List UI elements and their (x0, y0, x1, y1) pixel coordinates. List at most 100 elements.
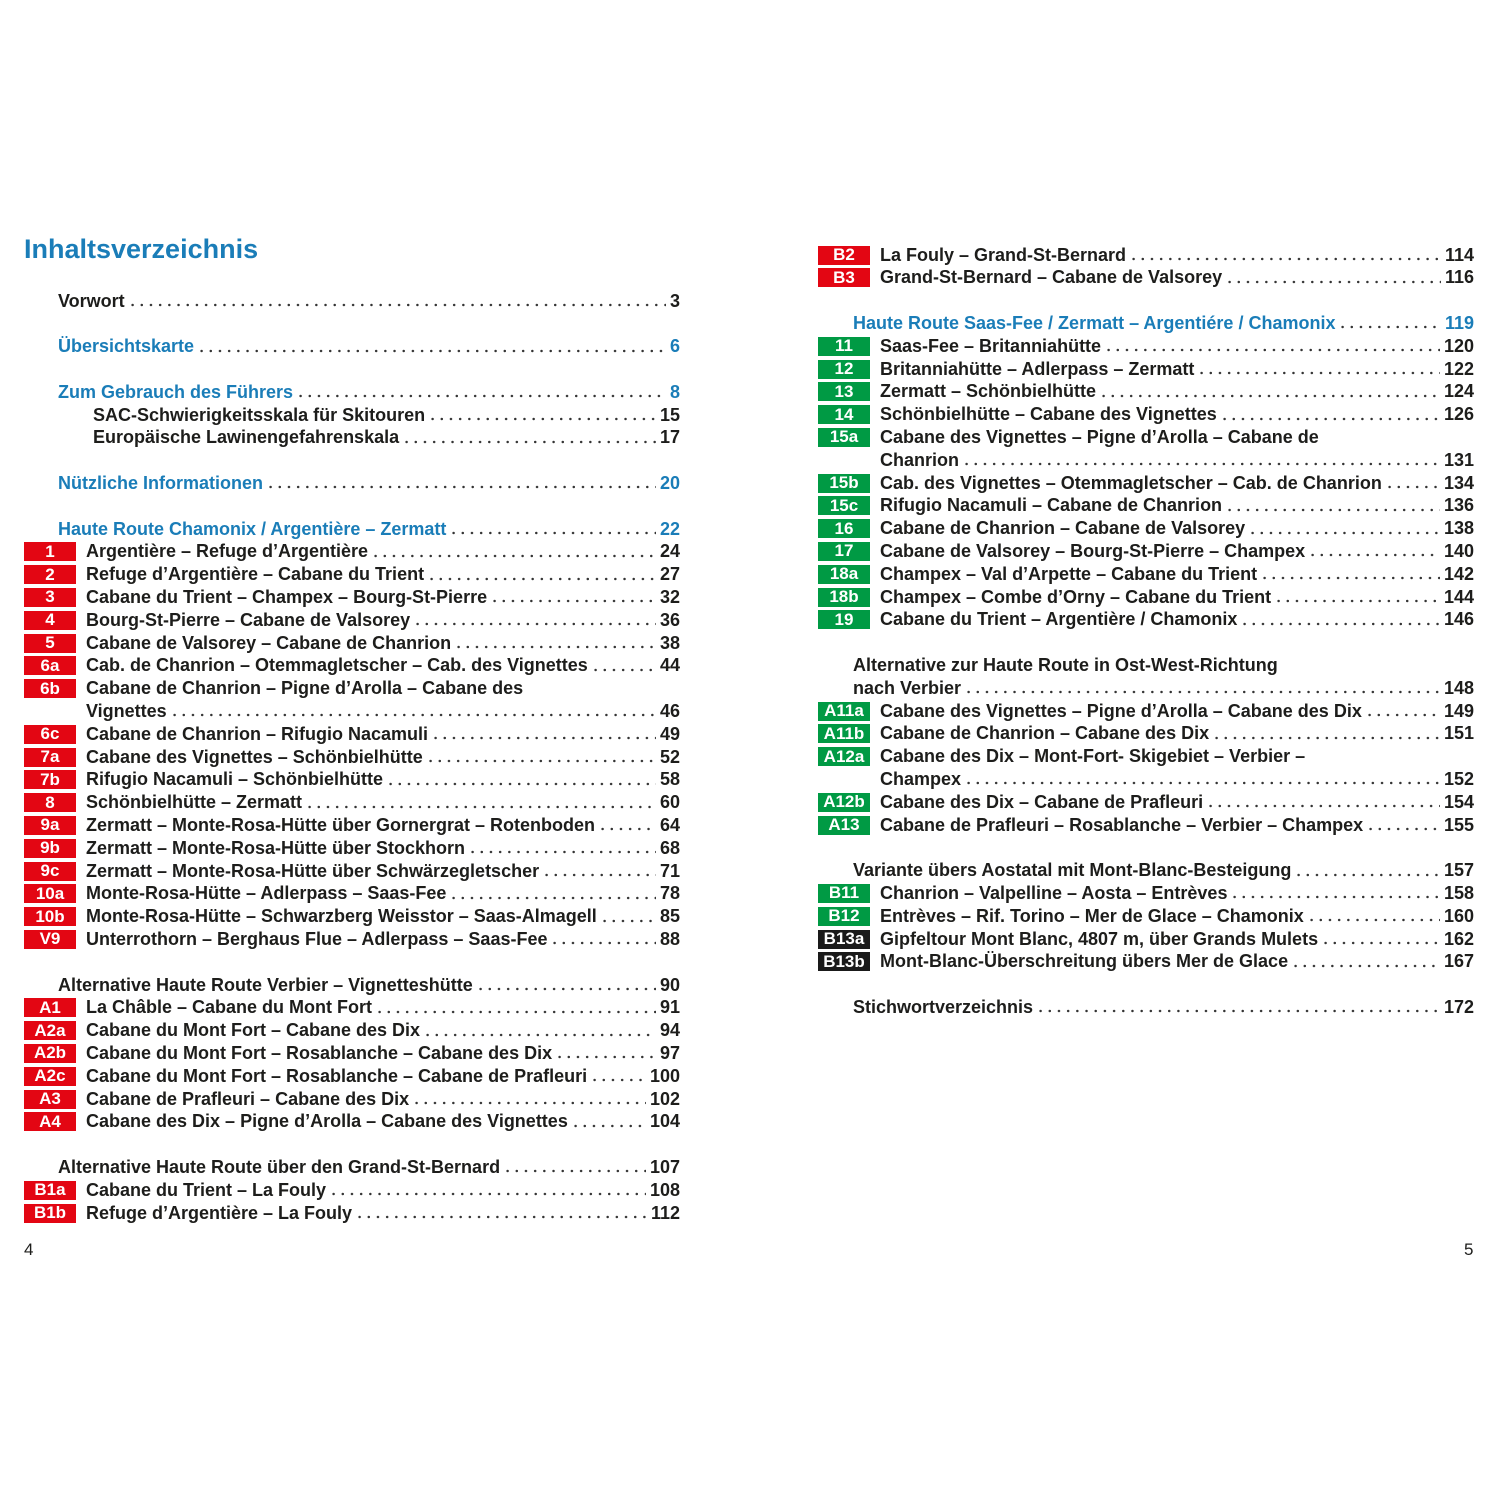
entry-title: Cabane du Mont Fort – Rosablanche – Caba… (86, 1042, 553, 1063)
entry-title: Cabane du Trient – Argentière / Chamonix (880, 609, 1238, 630)
entry-title: Cabane de Prafleuri – Cabane des Dix (86, 1088, 410, 1109)
toc-entry: Cabane des Dix – Cabane de Prafleuri 154 (880, 791, 1474, 813)
entry-title: Cab. de Chanrion – Otemmagletscher – Cab… (86, 655, 588, 676)
entry-title: Cabane du Trient – Champex – Bourg-St-Pi… (86, 586, 488, 607)
page-number: 4 (24, 1240, 34, 1259)
entry-page: 154 (1443, 791, 1474, 812)
entry-page: 46 (659, 700, 680, 721)
entry-page: 97 (659, 1042, 680, 1063)
entry-title: Rifugio Nacamuli – Schönbielhütte (86, 769, 384, 790)
dot-leader (1240, 620, 1440, 627)
route-badge: A13 (818, 815, 870, 835)
entry-title: Cabane des Vignettes – Pigne d’Arolla – … (880, 426, 1319, 447)
dot-leader (412, 1100, 646, 1106)
route-badge: A3 (24, 1089, 76, 1109)
toc-entry: Schönbielhütte – Cabane des Vignettes 126 (880, 404, 1474, 426)
toc-entry: Alternative Haute Route Verbier – Vignet… (58, 974, 680, 996)
dot-leader (1219, 415, 1440, 422)
dot-leader (1225, 278, 1441, 285)
toc-entry: Cabane de Prafleuri – Cabane des Dix 102 (86, 1088, 680, 1110)
toc-entry: Cabane de Chanrion – Cabane de Valsorey 1… (880, 518, 1474, 540)
entry-page: 157 (1443, 860, 1474, 881)
entry-title: Cabane de Chanrion – Rifugio Nacamuli (86, 723, 429, 744)
entry-title: Schönbielhütte – Zermatt (86, 792, 303, 813)
dot-leader (386, 780, 656, 787)
toc-entry: SAC-Schwierigkeitsskala für Skitouren 15 (93, 404, 680, 426)
dot-leader (413, 621, 656, 628)
entry-title: Rifugio Nacamuli – Cabane de Chanrion (880, 495, 1223, 516)
dot-leader (590, 666, 656, 673)
dot-leader (329, 1191, 646, 1198)
dot-leader (490, 598, 656, 605)
entry-title: Chanrion (880, 449, 959, 470)
dot-leader (598, 826, 656, 833)
toc-entry: Cabane des Vignettes – Pigne d’Arolla – … (880, 700, 1474, 722)
entry-page: 140 (1443, 540, 1474, 561)
entry-title: Saas-Fee – Britanniahütte (880, 335, 1102, 356)
dot-leader (371, 552, 656, 559)
dot-leader (1230, 894, 1440, 901)
toc-entry: Monte-Rosa-Hütte – Adlerpass – Saas-Fee 7… (86, 883, 680, 905)
entry-title: Alternative Haute Route über den Grand-S… (58, 1156, 501, 1177)
toc-entry: La Fouly – Grand-St-Bernard 114 (880, 244, 1474, 266)
entry-title: Vorwort (58, 290, 125, 311)
route-badge: A12b (818, 792, 870, 812)
entry-page: 134 (1443, 472, 1474, 493)
dot-leader (475, 986, 656, 992)
dot-leader (454, 644, 656, 650)
toc-entry: Cabane des Vignettes – Pigne d’Arolla – … (880, 426, 1319, 448)
toc-entry: Vignettes 46 (86, 700, 680, 722)
entry-title: Zermatt – Monte-Rosa-Hütte über Schwärze… (86, 860, 540, 881)
entry-title: Cabane des Dix – Cabane de Prafleuri (880, 791, 1204, 812)
entry-page: 85 (659, 906, 680, 927)
entry-page: 122 (1443, 358, 1474, 379)
toc-entry: Rifugio Nacamuli – Cabane de Chanrion 136 (880, 495, 1474, 517)
dot-leader (550, 940, 656, 947)
dot-leader (266, 484, 656, 491)
entry-title: Mont-Blanc-Überschreitung übers Mer de G… (880, 951, 1289, 972)
entry-title: Britanniahütte – Adlerpass – Zermatt (880, 358, 1195, 379)
toc-entry: Zermatt – Monte-Rosa-Hütte über Stockhor… (86, 837, 680, 859)
entry-title: Argentière – Refuge d’Argentière (86, 541, 369, 562)
entry-page: 15 (659, 404, 680, 425)
dot-leader (1129, 256, 1441, 262)
entry-page: 68 (659, 837, 680, 858)
entry-page: 17 (659, 427, 680, 448)
dot-leader (599, 917, 656, 924)
dot-leader (964, 780, 1440, 787)
dot-leader (542, 872, 656, 878)
entry-title: Grand-St-Bernard – Cabane de Valsorey (880, 267, 1223, 288)
entry-title: Cabane de Prafleuri – Rosablanche – Verb… (880, 814, 1364, 835)
entry-title: Zum Gebrauch des Führers (58, 381, 294, 402)
route-badge: 1 (24, 542, 76, 562)
route-badge: 9b (24, 838, 76, 858)
entry-title: Cabane des Dix – Pigne d’Arolla – Cabane… (86, 1111, 568, 1132)
dot-leader (1291, 962, 1440, 969)
toc-entry: Cabane de Valsorey – Cabane de Chanrion 3… (86, 632, 680, 654)
route-badge: 17 (818, 541, 870, 561)
toc-entry: Argentière – Refuge d’Argentière 24 (86, 541, 680, 563)
dot-leader (1294, 871, 1440, 878)
toc-entry: Cabane de Chanrion – Rifugio Nacamuli 49 (86, 723, 680, 745)
toc-entry: Übersichtskarte 6 (58, 336, 680, 358)
entry-title: Cabane de Chanrion – Cabane des Dix (880, 723, 1210, 744)
route-badge: B13a (818, 929, 870, 949)
dot-leader (423, 1031, 656, 1038)
dot-leader (1248, 529, 1440, 536)
route-badge: 7a (24, 747, 76, 767)
toc-entry: Haute Route Chamonix / Argentière – Zerm… (58, 518, 680, 540)
entry-title: Vignettes (86, 700, 167, 721)
entry-page: 78 (659, 883, 680, 904)
entry-page: 131 (1443, 449, 1474, 470)
route-badge: B3 (818, 268, 870, 288)
route-badge: A4 (24, 1112, 76, 1132)
dot-leader (427, 575, 656, 582)
route-badge: A2c (24, 1066, 76, 1086)
dot-leader (962, 461, 1440, 468)
route-badge: B1a (24, 1180, 76, 1200)
toc-entry: Zermatt – Monte-Rosa-Hütte über Schwärze… (86, 860, 680, 882)
entry-page: 124 (1443, 381, 1474, 402)
entry-title: Cabane de Chanrion – Cabane de Valsorey (880, 518, 1246, 539)
toc-entry: Nützliche Informationen 20 (58, 472, 680, 494)
entry-page: 60 (659, 792, 680, 813)
